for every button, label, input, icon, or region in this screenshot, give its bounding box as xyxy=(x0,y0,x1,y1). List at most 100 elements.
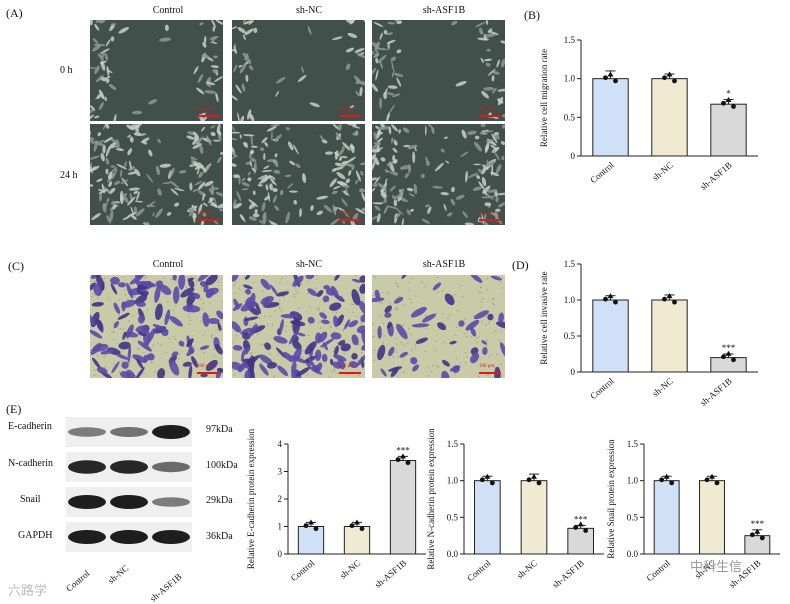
y-tick-label: 1.0 xyxy=(564,295,576,305)
data-point xyxy=(536,480,542,486)
data-point xyxy=(725,350,732,356)
wb-lane-sh-nc: sh-NC xyxy=(106,562,131,586)
y-tick-label: 0.5 xyxy=(564,331,576,341)
wb-band xyxy=(110,530,148,544)
data-point xyxy=(400,453,406,459)
bar-sh-nc xyxy=(520,480,548,555)
chart-snail-expression: 0.0 0.5 1.0 1.5 Relative Snail protein expre… xyxy=(604,410,790,600)
bar-sh-asf1b xyxy=(389,460,417,555)
wound-micrograph: 100 μm xyxy=(232,124,365,225)
x-tick-label: sh-ASF1B xyxy=(698,376,734,408)
chart-n-cadherin-expression: 0.0 0.5 1.0 1.5 Relative N-cadherin protein … xyxy=(424,410,614,600)
y-tick-label: 4 xyxy=(278,439,283,449)
scale-bar: 100 μm xyxy=(197,107,219,117)
data-point xyxy=(359,526,365,532)
x-tick-label: Control xyxy=(465,558,493,584)
data-point xyxy=(354,519,360,525)
data-point xyxy=(721,354,726,360)
significance-mark: *** xyxy=(574,514,588,524)
data-point xyxy=(731,104,736,109)
panel-e-letter: (E) xyxy=(6,402,22,416)
y-tick-label: 1.5 xyxy=(447,439,459,449)
y-tick-label: 3 xyxy=(278,467,283,477)
scale-bar: 100 μm xyxy=(197,364,219,374)
data-point xyxy=(479,477,485,483)
y-tick-label: 0.5 xyxy=(627,512,639,522)
data-point xyxy=(573,525,579,530)
x-tick-label: sh-NC xyxy=(650,376,674,399)
scale-bar: 100 μm xyxy=(479,107,501,117)
data-point xyxy=(759,535,765,541)
data-point xyxy=(709,473,715,479)
significance-mark: * xyxy=(726,89,731,99)
data-point xyxy=(308,519,314,525)
wound-micrograph: 100 μm xyxy=(90,20,223,121)
wb-band xyxy=(68,427,106,437)
data-point xyxy=(659,477,665,483)
wound-micrograph: 100 μm xyxy=(372,124,505,225)
bar-sh-nc xyxy=(651,78,688,157)
y-tick-label: 0.0 xyxy=(627,549,639,559)
scale-bar: 100 μm xyxy=(479,364,501,374)
scale-bar: 100 μm xyxy=(339,364,361,374)
wb-label-n-cadherin: N-cadherin xyxy=(8,458,53,469)
wb-lane-control: Control xyxy=(64,568,92,594)
y-axis-label: Relative Snail protein expression xyxy=(606,439,616,559)
data-point xyxy=(613,299,618,305)
wb-band xyxy=(152,461,190,473)
wb-strip-0 xyxy=(66,417,192,447)
panel-a-col-sh-asf1b: sh-ASF1B xyxy=(422,5,466,16)
data-point xyxy=(749,532,755,538)
panel-c-col-sh-asf1b: sh-ASF1B xyxy=(422,259,466,270)
wb-band xyxy=(68,530,106,544)
data-point xyxy=(484,473,491,479)
significance-mark: *** xyxy=(751,519,765,529)
scale-bar: 100 μm xyxy=(197,211,219,221)
bar-chart-svg: 0 0.5 1.0 1.5 Relative cell invasive rate Con… xyxy=(539,259,758,408)
wb-lane-sh-asf1b: sh-ASF1B xyxy=(148,571,184,604)
data-point xyxy=(714,480,720,486)
data-point xyxy=(349,523,355,529)
y-tick-label: 1.0 xyxy=(627,476,639,486)
data-point xyxy=(303,523,309,529)
wb-band xyxy=(68,495,106,509)
data-point xyxy=(662,75,667,81)
data-point xyxy=(721,100,726,106)
scale-bar: 100 μm xyxy=(479,211,501,221)
data-point xyxy=(607,71,614,77)
wb-strip-3 xyxy=(66,522,192,552)
y-tick-label: 0 xyxy=(571,367,576,377)
y-axis-label: Relative cell migration rate xyxy=(539,49,549,147)
data-point xyxy=(405,460,411,466)
panel-a-letter: (A) xyxy=(6,6,23,20)
panel-d-letter: (D) xyxy=(512,258,529,272)
wb-band xyxy=(152,497,190,507)
watermark-left: 六路学 xyxy=(8,584,48,599)
panel-c-col-control: Control xyxy=(152,259,184,270)
data-point xyxy=(577,521,584,527)
data-point xyxy=(531,473,537,479)
x-tick-label: sh-ASF1B xyxy=(550,558,586,590)
data-point xyxy=(669,480,675,486)
bar-sh-asf1b xyxy=(710,103,747,157)
wb-band xyxy=(110,495,148,509)
wb-band xyxy=(110,460,148,474)
wb-band xyxy=(152,530,190,544)
x-tick-label: sh-NC xyxy=(515,558,539,581)
wound-micrograph: 100 μm xyxy=(232,20,365,121)
wb-strip-2 xyxy=(66,487,192,517)
data-point xyxy=(663,473,670,479)
data-point xyxy=(672,78,677,84)
x-tick-label: Control xyxy=(588,160,616,186)
bar-sh-asf1b xyxy=(710,357,747,373)
x-tick-label: sh-ASF1B xyxy=(698,160,734,192)
wb-kda-snail: 29kDa xyxy=(206,495,233,506)
bar-sh-nc xyxy=(343,526,371,555)
data-point xyxy=(704,477,710,483)
y-tick-label: 0.0 xyxy=(447,549,459,559)
y-tick-label: 1.0 xyxy=(447,476,459,486)
data-point xyxy=(672,299,677,305)
x-tick-label: sh-NC xyxy=(338,558,362,581)
y-axis-label: Relative N-cadherin protein expression xyxy=(426,428,436,570)
y-tick-label: 1.5 xyxy=(627,439,639,449)
